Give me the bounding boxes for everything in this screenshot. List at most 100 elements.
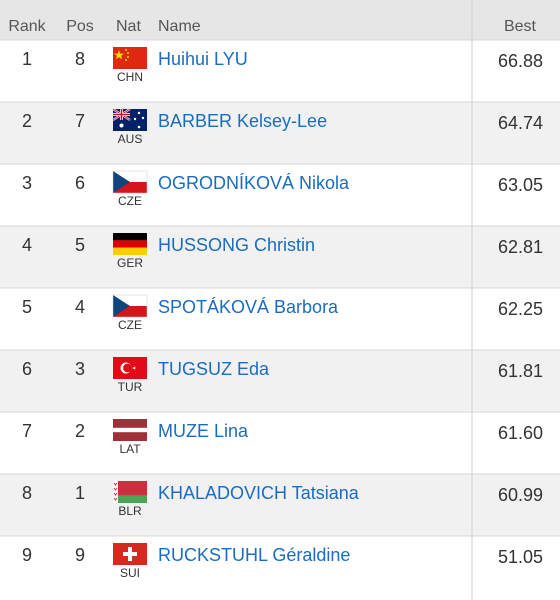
position: 3 [75,359,85,379]
flag-part [113,182,147,193]
best-mark: 51.05 [498,547,543,567]
flag-part [113,171,130,193]
best-mark: 62.25 [498,299,543,319]
best-mark: 64.74 [498,113,543,133]
rank: 2 [22,111,32,131]
header-best: Best [504,18,537,35]
rank: 4 [22,235,32,255]
athlete-name[interactable]: BARBER Kelsey-Lee [158,111,327,131]
best-mark: 63.05 [498,175,543,195]
nation-code: CZE [118,318,142,332]
nation-code: AUS [118,132,143,146]
nation-code: BLR [118,504,142,518]
position: 2 [75,421,85,441]
row-background [0,102,560,164]
flag-part [125,59,127,61]
flag-part [113,482,118,501]
position: 6 [75,173,85,193]
header-rank: Rank [8,18,46,35]
athlete-name[interactable]: MUZE Lina [158,421,249,441]
flag-part [123,363,132,373]
position: 5 [75,235,85,255]
flag-part [112,170,148,194]
flag [113,543,147,565]
flag-part [113,295,130,317]
flag [113,419,147,441]
nation-code: LAT [119,442,141,456]
flag [112,108,147,131]
athlete-name[interactable]: OGRODNÍKOVÁ Nikola [158,173,350,193]
rank: 5 [22,297,32,317]
best-mark: 62.81 [498,237,543,257]
flag-part [132,365,136,371]
flag-part [137,125,141,129]
flag-part [113,47,147,69]
nation-code: TUR [118,380,143,394]
header-nat: Nat [116,18,141,35]
rank: 9 [22,545,32,565]
position: 1 [75,483,85,503]
flag-part [141,116,145,120]
nation-code: GER [117,256,143,270]
flag-part [113,306,147,317]
position: 9 [75,545,85,565]
rank: 3 [22,173,32,193]
flag-part [114,50,124,60]
athlete-name[interactable]: RUCKSTUHL Géraldine [158,545,350,565]
flag-part [113,109,130,120]
athlete-name[interactable]: TUGSUZ Eda [158,359,270,379]
row-background [0,288,560,350]
flag-part [133,117,137,121]
best-mark: 61.81 [498,361,543,381]
flag-part [113,427,147,433]
row-background [0,226,560,288]
athlete-name[interactable]: HUSSONG Christin [158,235,315,255]
flag-part [113,481,147,496]
position: 7 [75,111,85,131]
header-name: Name [158,18,201,35]
best-mark: 60.99 [498,485,543,505]
rank: 1 [22,49,32,69]
row-background [0,536,560,598]
flag [112,170,148,194]
nation-code: CZE [118,194,142,208]
flag-part [113,233,147,241]
flag-part [112,294,148,318]
flag [113,481,147,503]
flag-part [125,49,127,51]
flag [113,357,147,379]
row-background [0,40,560,102]
flag-part [113,171,147,182]
header-background [0,0,560,40]
best-mark: 61.60 [498,423,543,443]
header-pos: Pos [66,18,94,35]
nation-code: CHN [117,70,143,84]
flag-part [127,52,129,54]
flag [112,294,148,318]
nation-code: SUI [120,566,140,580]
flag-part [123,552,137,556]
flag-part [137,111,141,115]
flag-part [113,481,118,503]
position: 4 [75,297,85,317]
rank: 8 [22,483,32,503]
row-background [0,350,560,412]
rank: 7 [22,421,32,441]
flag [113,233,147,255]
athlete-name[interactable]: Huihui LYU [158,49,248,69]
flag-part [113,295,147,306]
row-background [0,412,560,474]
flag-part [127,56,129,58]
athlete-name[interactable]: KHALADOVICH Tatsiana [158,483,360,503]
flag-part [113,495,147,503]
flag-part [113,247,147,255]
rank: 6 [22,359,32,379]
best-mark: 66.88 [498,51,543,71]
row-background [0,164,560,226]
row-background [0,474,560,536]
flag-part [113,240,147,248]
flag-part [119,123,124,128]
position: 8 [75,49,85,69]
athlete-name[interactable]: SPOTÁKOVÁ Barbora [158,297,339,317]
